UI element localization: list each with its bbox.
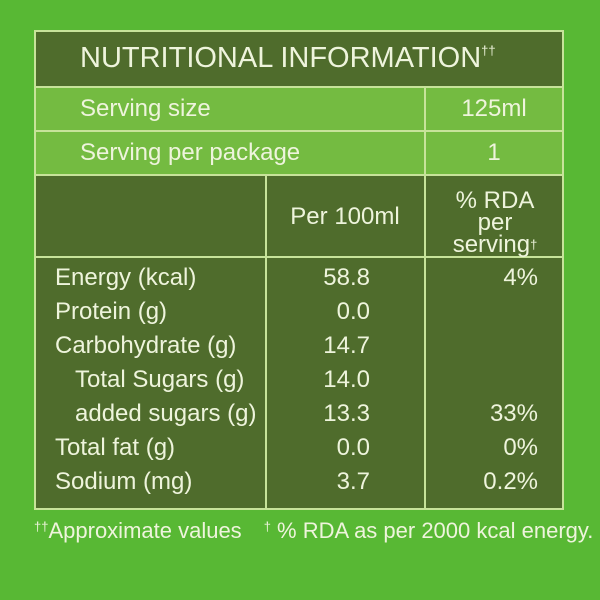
row-rda: 4% (503, 264, 538, 291)
row-per-100ml: 14.0 (323, 366, 370, 393)
footnote-mark: † (263, 519, 271, 534)
row-rda: 0% (503, 434, 538, 461)
column-header-mark: † (530, 237, 538, 252)
row-label: Protein (g) (55, 298, 168, 325)
row-label: Total Sugars (g) (75, 366, 245, 393)
row-label: added sugars (g) (75, 400, 257, 427)
row-per-100ml: 0.0 (336, 298, 370, 325)
title-text: NUTRITIONAL INFORMATION (80, 42, 482, 74)
footnote-text: Approximate values (48, 518, 242, 543)
row-label: Sodium (mg) (55, 468, 193, 495)
serving-value: 125ml (461, 95, 527, 122)
divider (36, 174, 562, 176)
divider (424, 176, 426, 508)
divider (36, 256, 562, 258)
column-header: % RDA per serving† (440, 187, 550, 258)
row-label: Total fat (g) (55, 434, 176, 461)
serving-label: Serving per package (80, 139, 301, 166)
column-header: Per 100ml (290, 203, 400, 230)
divider (424, 86, 426, 174)
footnote-mark: †† (34, 519, 49, 534)
row-rda: 0.2% (483, 468, 538, 495)
row-per-100ml: 13.3 (323, 400, 370, 427)
row-per-100ml: 14.7 (323, 332, 370, 359)
serving-label: Serving size (80, 95, 211, 122)
row-label: Energy (kcal) (55, 264, 197, 291)
row-per-100ml: 58.8 (323, 264, 370, 291)
row-per-100ml: 3.7 (336, 468, 370, 495)
divider (265, 176, 267, 508)
title: NUTRITIONAL INFORMATION†† (80, 44, 496, 73)
serving-band (36, 86, 562, 130)
row-per-100ml: 0.0 (336, 434, 370, 461)
row-label: Carbohydrate (g) (55, 332, 237, 359)
column-header-text: % RDA per serving (452, 187, 535, 258)
footnotes: ††Approximate values † % RDA as per 2000 … (34, 520, 593, 542)
title-mark: †† (481, 43, 496, 58)
row-rda: 33% (489, 400, 538, 427)
serving-band (36, 130, 562, 174)
serving-value: 1 (487, 139, 501, 166)
footnote-text: % RDA as per 2000 kcal energy. (277, 518, 594, 543)
